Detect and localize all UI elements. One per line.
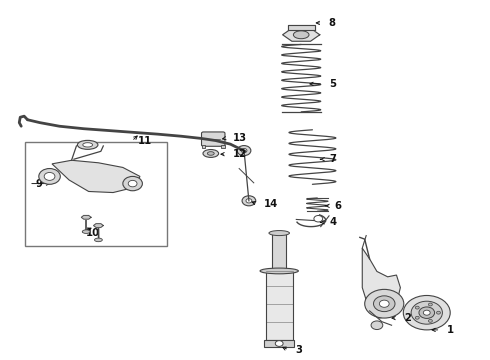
Circle shape	[428, 303, 432, 306]
Ellipse shape	[207, 152, 214, 155]
Circle shape	[241, 148, 247, 153]
Polygon shape	[94, 224, 103, 228]
Text: 1: 1	[447, 325, 454, 335]
Polygon shape	[81, 215, 91, 219]
Ellipse shape	[203, 149, 219, 157]
Text: 6: 6	[334, 201, 342, 211]
Text: 9: 9	[35, 179, 42, 189]
Ellipse shape	[294, 31, 309, 39]
Text: 8: 8	[329, 18, 336, 28]
Ellipse shape	[260, 268, 298, 274]
Ellipse shape	[77, 140, 98, 149]
Circle shape	[419, 307, 435, 319]
Polygon shape	[283, 28, 320, 41]
Circle shape	[246, 199, 252, 203]
FancyBboxPatch shape	[201, 132, 225, 146]
Circle shape	[242, 196, 256, 206]
Circle shape	[373, 296, 395, 312]
Polygon shape	[362, 248, 400, 318]
Text: 10: 10	[86, 228, 100, 238]
Text: 7: 7	[330, 154, 337, 164]
Circle shape	[128, 180, 137, 187]
Ellipse shape	[83, 143, 93, 147]
Circle shape	[237, 145, 251, 156]
Text: 5: 5	[330, 79, 337, 89]
Text: 11: 11	[138, 136, 152, 146]
Circle shape	[123, 176, 143, 191]
Bar	[221, 145, 225, 148]
Bar	[272, 233, 286, 271]
Circle shape	[365, 289, 404, 318]
Text: 12: 12	[233, 149, 247, 159]
Text: 3: 3	[295, 345, 302, 355]
Ellipse shape	[269, 230, 290, 235]
Ellipse shape	[82, 230, 90, 233]
Polygon shape	[52, 160, 140, 193]
Circle shape	[416, 306, 419, 309]
Text: 2: 2	[404, 313, 411, 323]
Circle shape	[416, 316, 419, 319]
Circle shape	[437, 311, 441, 314]
Circle shape	[428, 319, 432, 322]
Circle shape	[371, 321, 383, 329]
Text: 14: 14	[264, 199, 278, 209]
Circle shape	[403, 296, 450, 330]
Bar	[266, 271, 293, 339]
Circle shape	[275, 341, 283, 346]
Circle shape	[314, 216, 323, 222]
Text: 4: 4	[330, 217, 337, 227]
Circle shape	[423, 310, 430, 315]
Bar	[201, 145, 205, 148]
Bar	[25, 142, 167, 246]
Bar	[264, 339, 294, 347]
Circle shape	[411, 301, 442, 324]
Circle shape	[379, 300, 389, 307]
Circle shape	[44, 172, 55, 180]
Ellipse shape	[95, 238, 102, 242]
Circle shape	[39, 168, 60, 184]
Text: 13: 13	[233, 133, 247, 143]
